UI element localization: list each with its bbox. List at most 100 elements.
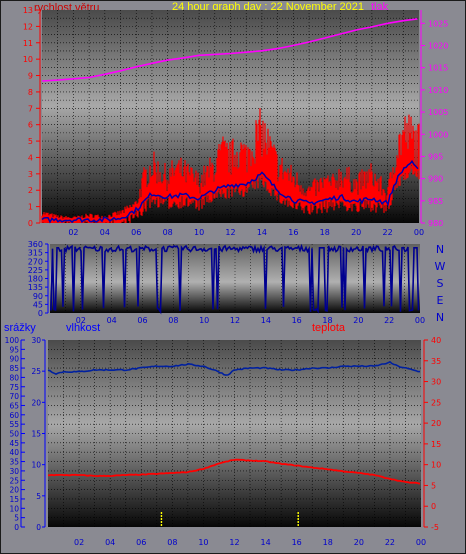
x-tick-label: 20 xyxy=(354,538,364,547)
x-tick-label: 10 xyxy=(198,538,208,547)
rain-axis-label: srážky xyxy=(4,322,36,334)
rain-tick-label: 95 xyxy=(9,345,19,354)
wind-tick-label: 9 xyxy=(28,72,33,81)
wind-average-series xyxy=(41,159,419,224)
rain-tick-label: 55 xyxy=(9,420,19,429)
x-tick-label: 00 xyxy=(415,316,425,325)
wind-tick-label: 7 xyxy=(28,104,33,113)
temperature-tick-label: 15 xyxy=(431,440,441,449)
humidity-tick-label: 10 xyxy=(31,461,41,470)
temperature-tick-label: 30 xyxy=(431,378,441,387)
temperature-tick-label: 5 xyxy=(431,481,436,490)
wind-tick-label: 12 xyxy=(23,22,33,31)
direction-tick-label: 315 xyxy=(28,249,43,258)
temperature-tick-label: -5 xyxy=(431,523,439,532)
x-tick-label: 06 xyxy=(131,228,141,237)
pressure-series xyxy=(41,18,418,82)
rain-tick-label: 60 xyxy=(9,411,19,420)
x-tick-label: 04 xyxy=(105,538,115,547)
rain-tick-label: 10 xyxy=(9,504,19,513)
rain-tick-label: 50 xyxy=(9,430,19,439)
compass-label: N xyxy=(436,243,444,256)
pressure-tick-label: 995 xyxy=(428,152,443,161)
x-tick-label: 12 xyxy=(225,228,235,237)
x-tick-label: 08 xyxy=(168,316,178,325)
direction-tick-label: 225 xyxy=(28,266,43,275)
wind-tick-label: 1 xyxy=(28,203,33,212)
temperature-tick-label: 20 xyxy=(431,419,441,428)
humidity-tick-label: 0 xyxy=(36,523,41,532)
wind-tick-label: 13 xyxy=(23,6,33,15)
x-tick-label: 14 xyxy=(261,316,271,325)
direction-tick-label: 0 xyxy=(38,309,43,318)
pressure-tick-label: 1000 xyxy=(428,130,448,139)
direction-tick-label: 135 xyxy=(28,283,43,292)
x-tick-label: 20 xyxy=(353,316,363,325)
rain-tick-label: 40 xyxy=(9,448,19,457)
direction-tick-label: 270 xyxy=(28,257,43,266)
rain-tick-label: 100 xyxy=(5,336,20,345)
humidity-tick-label: 20 xyxy=(31,398,41,407)
temperature-tick-label: 10 xyxy=(431,461,441,470)
x-tick-label: 06 xyxy=(136,538,146,547)
x-tick-label: 02 xyxy=(76,316,86,325)
rain-tick-label: 65 xyxy=(9,401,19,410)
pressure-tick-label: 1015 xyxy=(428,64,448,73)
pressure-tick-label: 1020 xyxy=(428,42,448,51)
x-tick-label: 18 xyxy=(323,538,333,547)
wind-tick-label: 8 xyxy=(28,88,33,97)
temperature-series xyxy=(47,458,421,485)
rain-tick-label: 30 xyxy=(9,467,19,476)
rain-tick-label: 80 xyxy=(9,373,19,382)
wind-tick-label: 5 xyxy=(28,137,33,146)
rain-tick-label: 25 xyxy=(9,476,19,485)
compass-label: W xyxy=(435,260,446,273)
x-tick-label: 22 xyxy=(382,228,392,237)
rain-tick-label: 20 xyxy=(9,486,19,495)
x-tick-label: 18 xyxy=(322,316,332,325)
pressure-tick-label: 990 xyxy=(428,175,443,184)
temperature-tick-label: 40 xyxy=(431,336,441,345)
compass-label: E xyxy=(437,294,444,307)
humidity-tick-label: 15 xyxy=(31,430,41,439)
humidity-axis-label: vlhkost xyxy=(66,322,101,334)
x-tick-label: 18 xyxy=(320,228,330,237)
x-tick-label: 16 xyxy=(292,316,302,325)
temperature-tick-label: 35 xyxy=(431,357,441,366)
pressure-tick-label: 1010 xyxy=(428,86,448,95)
compass-label: N xyxy=(436,311,444,324)
rain-tick-label: 15 xyxy=(9,495,19,504)
x-tick-label: 14 xyxy=(260,538,270,547)
direction-tick-label: 180 xyxy=(28,275,43,284)
x-tick-label: 10 xyxy=(194,228,204,237)
wind-tick-label: 3 xyxy=(28,170,33,179)
x-tick-label: 06 xyxy=(137,316,147,325)
wind-tick-label: 10 xyxy=(23,55,33,64)
x-tick-label: 08 xyxy=(163,228,173,237)
compass-label: S xyxy=(437,277,444,290)
pressure-tick-label: 985 xyxy=(428,197,443,206)
x-tick-label: 08 xyxy=(167,538,177,547)
x-tick-label: 12 xyxy=(230,316,240,325)
rain-tick-label: 90 xyxy=(9,355,19,364)
wind-tick-label: 2 xyxy=(28,186,33,195)
direction-tick-label: 360 xyxy=(28,240,43,249)
humidity-tick-label: 25 xyxy=(31,367,41,376)
temperature-tick-label: 25 xyxy=(431,398,441,407)
x-tick-label: 14 xyxy=(257,228,267,237)
direction-tick-label: 90 xyxy=(33,292,43,301)
rain-tick-label: 70 xyxy=(9,392,19,401)
direction-tick-label: 45 xyxy=(33,300,43,309)
humidity-series xyxy=(47,360,420,376)
x-tick-label: 12 xyxy=(229,538,239,547)
wind-tick-label: 0 xyxy=(28,219,33,228)
rain-tick-label: 5 xyxy=(14,514,19,523)
wind-direction-series xyxy=(50,243,420,315)
x-tick-label: 04 xyxy=(100,228,110,237)
humidity-tick-label: 30 xyxy=(31,336,41,345)
x-tick-label: 00 xyxy=(416,538,426,547)
x-tick-label: 04 xyxy=(107,316,117,325)
x-tick-label: 22 xyxy=(385,538,395,547)
rain-tick-label: 75 xyxy=(9,383,19,392)
humidity-tick-label: 5 xyxy=(36,492,41,501)
